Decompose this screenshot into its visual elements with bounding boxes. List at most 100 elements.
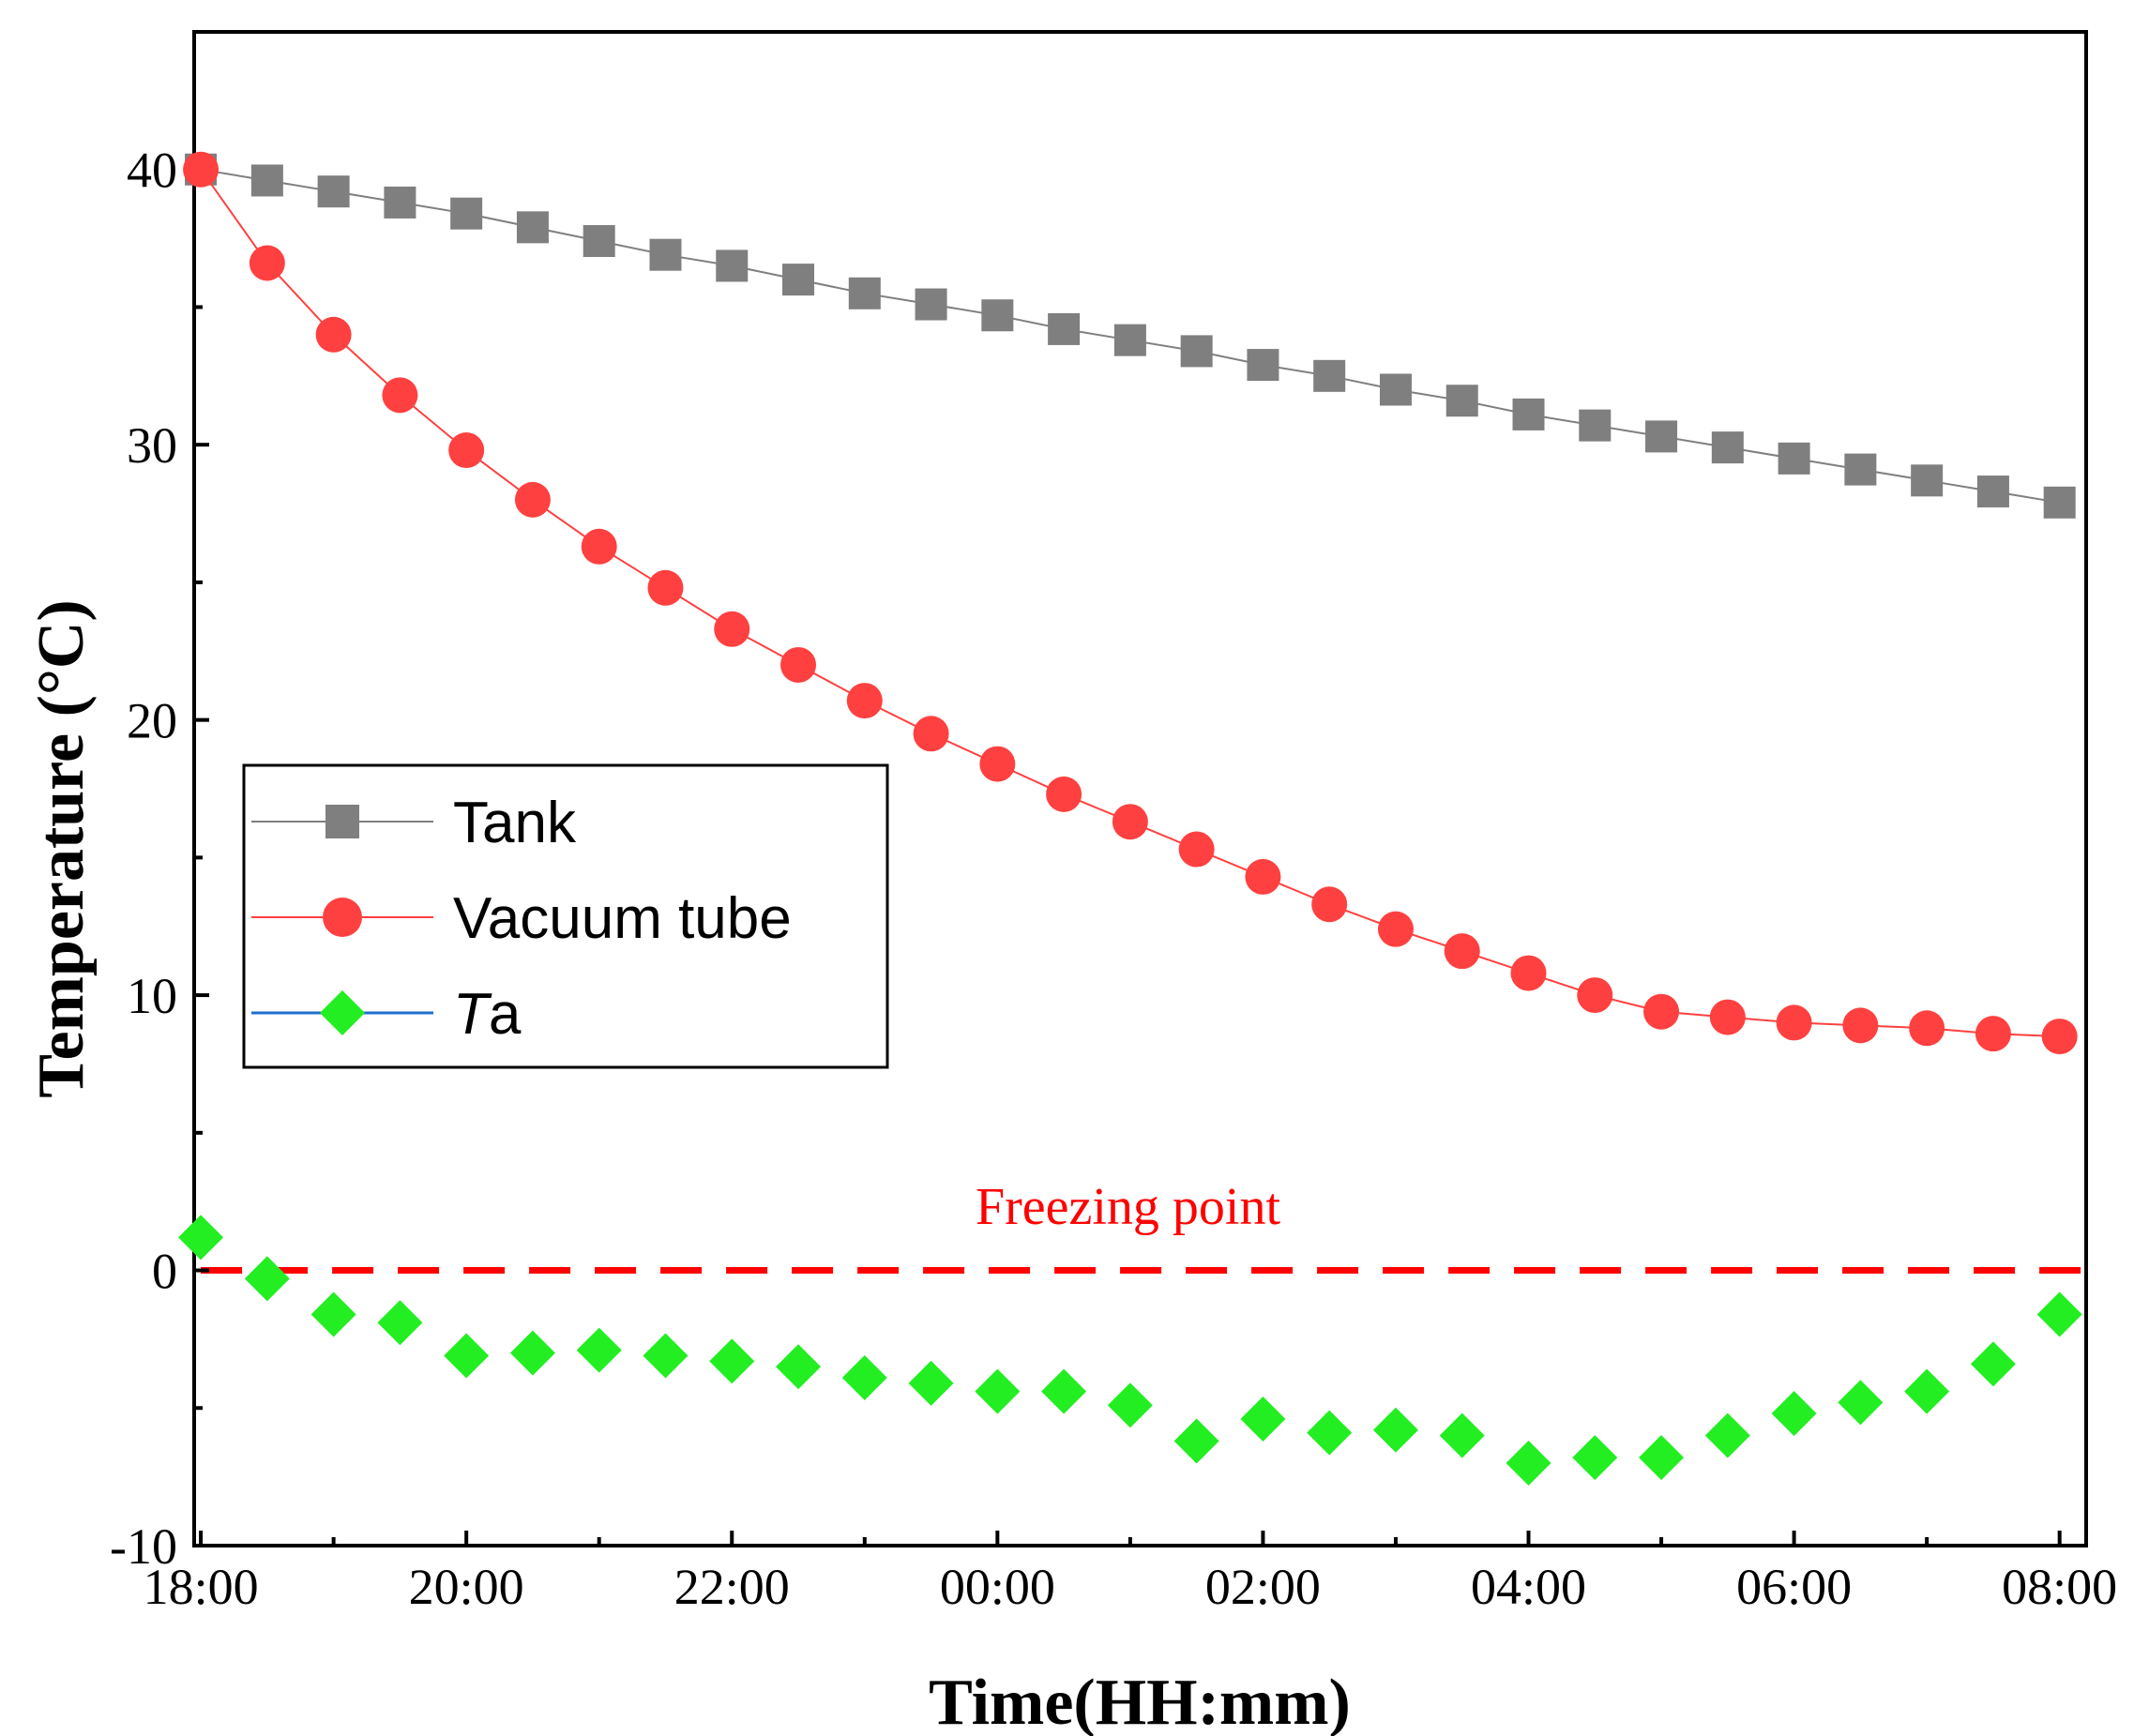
- data-point-tank: [1911, 464, 1944, 497]
- data-point-ta: [1904, 1368, 1950, 1414]
- x-tick-label: 02:00: [1205, 1559, 1321, 1615]
- data-point-tank: [317, 175, 350, 208]
- legend-marker-vacuum-tube: [323, 898, 362, 937]
- data-point-tank: [450, 197, 483, 230]
- y-tick-label: 20: [127, 693, 177, 749]
- data-point-vacuum-tube: [1444, 933, 1480, 970]
- data-point-vacuum-tube: [1377, 911, 1414, 947]
- data-point-ta: [643, 1333, 689, 1379]
- data-point-ta: [377, 1300, 423, 1346]
- legend-label-vacuum-tube: Vacuum tube: [453, 886, 792, 951]
- data-point-vacuum-tube: [1577, 977, 1613, 1014]
- data-point-vacuum-tube: [1245, 858, 1281, 895]
- x-tick-label: 04:00: [1471, 1559, 1586, 1615]
- x-tick-label: 06:00: [1736, 1559, 1852, 1615]
- data-point-vacuum-tube: [1909, 1010, 1945, 1047]
- data-point-tank: [1180, 335, 1213, 368]
- legend-label-ta-suffix: a: [489, 982, 522, 1047]
- x-axis-title: Time(HH:mm): [929, 1667, 1351, 1736]
- y-tick-label: 10: [127, 968, 177, 1024]
- data-point-ta: [1838, 1380, 1884, 1426]
- data-point-ta: [1240, 1396, 1286, 1442]
- y-tick-label: 30: [127, 417, 177, 474]
- data-point-ta: [1307, 1410, 1353, 1456]
- legend-marker-tank: [325, 805, 359, 838]
- data-point-vacuum-tube: [780, 646, 817, 683]
- legend-label-ta-italic: T: [453, 982, 492, 1047]
- data-point-vacuum-tube: [249, 245, 285, 281]
- data-point-vacuum-tube: [1510, 955, 1547, 991]
- data-point-ta: [908, 1360, 954, 1406]
- data-point-vacuum-tube: [1842, 1007, 1879, 1044]
- legend-marker-ta: [320, 990, 365, 1035]
- data-point-tank: [782, 264, 815, 296]
- data-point-tank: [1048, 312, 1081, 345]
- data-point-tank: [1247, 349, 1279, 382]
- series-group: [178, 151, 2082, 1486]
- series-tank: [185, 153, 2076, 519]
- data-point-ta: [1639, 1435, 1685, 1481]
- y-axis-title: Temperature (°C): [25, 599, 98, 1098]
- axes: -10 0 10 20 30 40 18:00 20:00 22:00 00:00 02:00 04:…: [110, 143, 2117, 1615]
- data-point-vacuum-tube: [315, 316, 352, 353]
- data-point-ta: [709, 1338, 755, 1384]
- data-point-tank: [384, 186, 416, 219]
- data-point-vacuum-tube: [1709, 999, 1746, 1035]
- data-point-ta: [776, 1344, 822, 1390]
- x-tick-label: 20:00: [409, 1559, 524, 1615]
- series-ta: [178, 1215, 2082, 1486]
- freezing-point-label: Freezing point: [976, 1178, 1280, 1236]
- x-tick-label: 00:00: [940, 1559, 1055, 1615]
- data-point-tank: [516, 211, 549, 244]
- data-point-vacuum-tube: [448, 432, 485, 469]
- data-point-ta: [1107, 1382, 1153, 1428]
- data-point-vacuum-tube: [382, 377, 418, 414]
- data-point-tank: [1113, 324, 1146, 356]
- data-point-ta: [1173, 1418, 1219, 1464]
- data-point-tank: [848, 277, 881, 309]
- data-point-vacuum-tube: [913, 716, 949, 752]
- legend: Tank Vacuum tube Ta: [242, 763, 889, 1069]
- data-point-tank: [1645, 420, 1678, 453]
- data-point-vacuum-tube: [1046, 776, 1082, 812]
- data-point-vacuum-tube: [1178, 831, 1215, 868]
- data-point-ta: [1506, 1440, 1551, 1486]
- data-point-ta: [444, 1333, 490, 1379]
- data-point-ta: [310, 1291, 356, 1337]
- x-tick-label: 08:00: [2002, 1559, 2117, 1615]
- data-point-tank: [250, 164, 283, 197]
- data-point-tank: [1844, 453, 1877, 486]
- data-point-ta: [178, 1215, 224, 1260]
- data-point-ta: [1771, 1391, 1817, 1437]
- data-point-tank: [915, 288, 947, 321]
- series-vacuum-tube: [183, 151, 2078, 1055]
- data-point-vacuum-tube: [1776, 1004, 1812, 1041]
- data-point-tank: [1379, 373, 1412, 406]
- data-point-ta: [1439, 1412, 1485, 1458]
- data-point-ta: [576, 1327, 622, 1373]
- data-point-tank: [716, 249, 749, 282]
- data-point-ta: [1970, 1341, 2016, 1387]
- data-point-ta: [1372, 1407, 1418, 1453]
- data-point-tank: [1711, 431, 1744, 464]
- data-point-vacuum-tube: [979, 746, 1016, 782]
- legend-label-tank: Tank: [453, 791, 577, 855]
- data-point-vacuum-tube: [1643, 993, 1680, 1030]
- data-point-ta: [975, 1368, 1021, 1414]
- data-point-vacuum-tube: [647, 569, 684, 606]
- data-point-vacuum-tube: [846, 683, 883, 719]
- data-point-ta: [509, 1330, 555, 1376]
- x-tick-label: 18:00: [144, 1559, 259, 1615]
- data-point-ta: [1704, 1412, 1750, 1458]
- y-tick-label: 40: [127, 143, 177, 199]
- data-point-tank: [1778, 442, 1810, 475]
- data-point-tank: [2043, 486, 2076, 519]
- x-tick-label: 22:00: [674, 1559, 790, 1615]
- plot-frame: [192, 30, 2088, 1547]
- data-point-tank: [1512, 398, 1545, 430]
- legend-label-ta: Ta: [453, 982, 522, 1047]
- data-point-vacuum-tube: [514, 481, 551, 518]
- data-point-tank: [583, 225, 615, 258]
- data-point-vacuum-tube: [2041, 1019, 2078, 1055]
- data-point-tank: [1445, 385, 1478, 417]
